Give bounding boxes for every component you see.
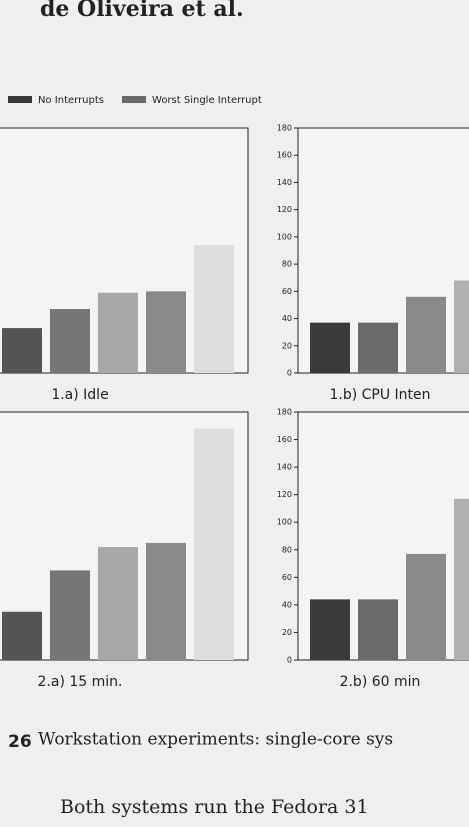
bar bbox=[310, 323, 350, 373]
y-tick-label: 80 bbox=[282, 545, 292, 554]
y-tick-label: 180 bbox=[277, 124, 292, 133]
caption-number: 26 bbox=[8, 732, 32, 752]
y-tick-label: 40 bbox=[282, 314, 292, 323]
y-tick-label: 100 bbox=[277, 518, 292, 527]
caption-text: Workstation experiments: single-core sys bbox=[38, 730, 393, 750]
y-tick-label: 80 bbox=[282, 260, 292, 269]
bar bbox=[98, 547, 138, 660]
bar bbox=[358, 599, 398, 660]
bar bbox=[358, 323, 398, 373]
bar bbox=[454, 280, 469, 373]
y-tick-label: 60 bbox=[282, 287, 292, 296]
bar bbox=[310, 599, 350, 660]
subplot-title: 2.b) 60 min bbox=[340, 674, 421, 690]
y-tick-label: 0 bbox=[287, 656, 292, 665]
document-view: de Oliveira et al. 26 Workstation experi… bbox=[0, 0, 469, 827]
legend-swatch bbox=[8, 96, 32, 103]
y-tick-label: 180 bbox=[277, 408, 292, 417]
legend-swatch bbox=[122, 96, 146, 103]
y-tick-label: 0 bbox=[287, 369, 292, 378]
legend-label: Worst Single Interrupt bbox=[152, 95, 262, 106]
y-tick-label: 60 bbox=[282, 573, 292, 582]
bar bbox=[146, 543, 186, 660]
y-tick-label: 160 bbox=[277, 435, 292, 444]
y-tick-label: 140 bbox=[277, 463, 292, 472]
y-tick-label: 20 bbox=[282, 341, 292, 350]
page: {"header": {"title": "de Oliveira et al.… bbox=[0, 0, 469, 827]
bar bbox=[194, 245, 234, 373]
bar bbox=[146, 291, 186, 373]
bar bbox=[2, 328, 42, 373]
header-title: de Oliveira et al. bbox=[40, 0, 244, 22]
subplot-title: 1.b) CPU Inten bbox=[329, 387, 430, 403]
body-text: Both systems run the Fedora 31 bbox=[60, 796, 369, 818]
y-tick-label: 120 bbox=[277, 490, 292, 499]
bar bbox=[2, 612, 42, 660]
y-tick-label: 160 bbox=[277, 151, 292, 160]
y-tick-label: 20 bbox=[282, 628, 292, 637]
bar bbox=[406, 297, 446, 373]
y-tick-label: 100 bbox=[277, 232, 292, 241]
bar bbox=[98, 293, 138, 373]
subplot-title: 2.a) 15 min. bbox=[38, 674, 123, 690]
bar bbox=[194, 429, 234, 660]
bar bbox=[50, 570, 90, 660]
legend-label: No Interrupts bbox=[38, 95, 104, 106]
bar bbox=[454, 499, 469, 660]
y-tick-label: 120 bbox=[277, 205, 292, 214]
y-tick-label: 40 bbox=[282, 600, 292, 609]
y-tick-label: 140 bbox=[277, 178, 292, 187]
bar bbox=[406, 554, 446, 660]
subplot-title: 1.a) Idle bbox=[51, 387, 108, 403]
bar bbox=[50, 309, 90, 373]
